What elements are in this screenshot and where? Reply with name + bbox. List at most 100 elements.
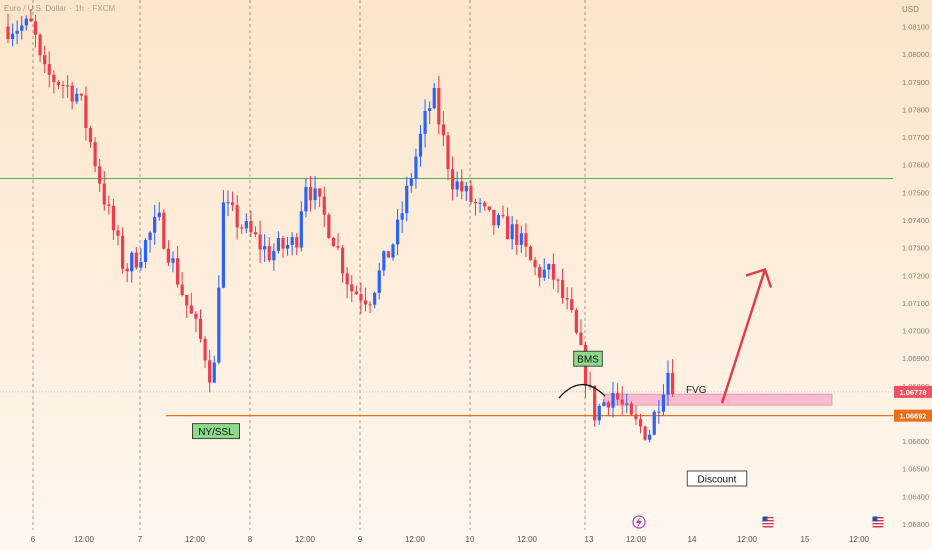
price-tick: 1.08100	[902, 23, 929, 32]
lightning-bolt	[636, 517, 642, 528]
candle-body	[230, 202, 235, 206]
candle-body	[143, 239, 148, 262]
candle-body	[450, 169, 455, 190]
ssl-label: NY/SSL	[198, 427, 234, 438]
candle-body	[175, 258, 180, 285]
price-tick: 1.06900	[902, 354, 929, 363]
candle-body	[139, 261, 143, 268]
ssl-price-tag: 1.06692	[899, 412, 926, 421]
arrow-head	[745, 268, 773, 288]
candle-body	[670, 372, 675, 394]
candle-body	[47, 64, 51, 75]
candle-body	[460, 181, 464, 192]
time-tick: 12:00	[517, 535, 538, 544]
day-separators	[32, 0, 586, 530]
symbol-header[interactable]: Euro / U.S. Dollar · 1h · FXCM	[4, 4, 116, 13]
candle-body	[258, 234, 262, 250]
level-lines	[0, 178, 893, 417]
flag-stripe	[762, 526, 774, 528]
candle-body	[432, 87, 436, 109]
candle-body	[354, 291, 358, 295]
price-tick: 1.07200	[902, 271, 929, 280]
candle-body	[395, 219, 400, 245]
candle-body	[340, 247, 345, 274]
candle-body	[299, 211, 303, 248]
time-tick: 12:00	[849, 535, 870, 544]
time-tick: 14	[688, 535, 697, 544]
candle-body	[409, 178, 413, 186]
price-tick: 1.07700	[902, 133, 929, 142]
price-tick: 1.07000	[902, 327, 929, 336]
candle-body	[386, 251, 391, 258]
bms-arc	[558, 383, 606, 399]
candle-body	[120, 235, 125, 269]
candle-body	[350, 284, 354, 292]
event-icons[interactable]	[632, 515, 885, 529]
candle-body	[574, 310, 578, 333]
candle-body	[510, 224, 514, 240]
candle-body	[400, 213, 404, 220]
candle-body	[111, 205, 116, 231]
candle-body	[79, 93, 83, 96]
bms-label-box	[573, 350, 603, 367]
candle-body	[308, 186, 313, 201]
candle-body	[70, 85, 74, 102]
candle-body	[198, 318, 203, 339]
candle-body	[221, 202, 226, 288]
candle-body	[363, 300, 368, 305]
candle-body	[318, 188, 322, 197]
candle-body	[281, 238, 285, 249]
price-tick: 1.07100	[902, 299, 929, 308]
candle-body	[148, 232, 152, 240]
candle-body	[620, 399, 624, 405]
candle-body	[194, 313, 198, 319]
candle-body	[295, 237, 299, 248]
candle-body	[359, 294, 363, 301]
candle-body	[38, 34, 42, 56]
time-axis[interactable]: 6 12:00 7 12:00 8 12:00 9 12:00 10 12:00 13 12:00 14…	[31, 535, 870, 544]
candle-body	[93, 142, 97, 167]
candle-body	[102, 183, 106, 205]
candle-body	[276, 238, 281, 252]
candle-body	[547, 264, 551, 270]
candle-body	[492, 209, 496, 226]
flag-stripe	[872, 520, 884, 522]
flag-stripe	[872, 526, 884, 528]
candle-body	[180, 284, 184, 295]
time-tick: 12:00	[185, 535, 206, 544]
current-price-tag-box	[894, 385, 932, 398]
exchange-label: FXCM	[92, 4, 116, 13]
candle-body	[65, 85, 70, 87]
candle-body	[61, 85, 65, 87]
candle-body	[189, 305, 193, 314]
candle-body	[556, 279, 560, 281]
ssl-price-tag-box	[894, 409, 932, 422]
time-tick: 9	[358, 535, 363, 544]
price-axis[interactable]: USD 1.08100 1.08000 1.07900 1.07800 1.07700 1.…	[902, 5, 929, 529]
arrow-shaft	[720, 269, 767, 404]
price-tick: 1.07500	[902, 188, 929, 197]
candle-body	[125, 268, 129, 272]
flag-canton	[872, 516, 878, 522]
candle-body	[657, 411, 661, 413]
candle-body	[643, 426, 647, 440]
candle-body	[84, 95, 88, 128]
price-tick: 1.07900	[902, 78, 929, 87]
candle-body	[345, 273, 349, 285]
candle-body	[437, 87, 441, 125]
candle-body	[52, 74, 56, 82]
candle-body	[153, 217, 157, 233]
candle-body	[505, 216, 510, 240]
candle-body	[171, 258, 175, 263]
candle-body	[579, 332, 583, 345]
current-price-tag: 1.06778	[899, 388, 926, 397]
candle-body	[56, 81, 61, 86]
time-tick: 12:00	[74, 535, 95, 544]
candle-body	[469, 185, 473, 202]
time-tick: 12:00	[405, 535, 426, 544]
candle-body	[203, 338, 207, 361]
time-tick: 13	[585, 535, 594, 544]
candle-body	[285, 244, 290, 249]
candle-body	[226, 202, 230, 204]
